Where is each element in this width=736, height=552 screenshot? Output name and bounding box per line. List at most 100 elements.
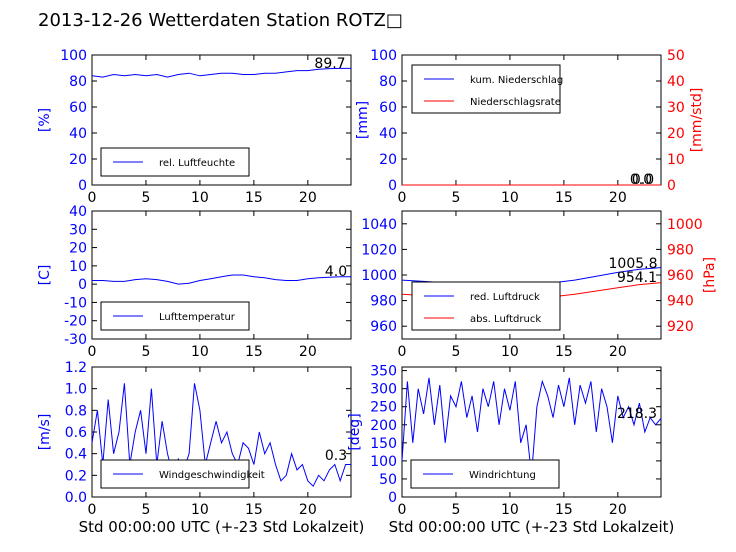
y2-tick-label: 30 [667,100,685,116]
value-annotation: 1005.8 [609,256,658,272]
y-tick-label: 0 [388,490,397,506]
y-tick-label: 250 [370,400,397,416]
y2-tick-label: 10 [667,152,685,168]
x-tick-label: 15 [245,190,263,206]
y-tick-label: -10 [64,295,87,311]
legend-entry: red. Luftdruck [470,292,540,303]
y2-tick-label: 20 [667,126,685,142]
y2-tick-label: 920 [667,319,694,335]
y-tick-label: 980 [370,294,397,310]
y2-tick-label: 0 [667,178,676,194]
legend-entry: rel. Luftfeuchte [159,158,235,169]
y-tick-label: 1040 [361,217,397,233]
y-tick-label: 80 [69,74,87,90]
y-tick-label: 40 [69,126,87,142]
series-line [91,383,351,488]
x-tick-label: 10 [501,344,519,360]
y-tick-label: 60 [379,100,397,116]
series-line [92,274,351,285]
y-tick-label: 0.0 [65,490,87,506]
y-tick-label: 20 [69,152,87,168]
panel-windspeed: 0 5 10 15 20 0.0 0.2 0.4 0.6 0.8 1.0 1.2 [m/s] Std 00… [37,360,364,536]
y-tick-label: 1020 [361,242,397,258]
y-tick-label: 150 [370,436,397,452]
y-tick-label: 30 [69,222,87,238]
y-tick-label: 80 [379,74,397,90]
y-tick-label: 0.4 [65,447,87,463]
y-tick-label: -20 [64,314,87,330]
x-tick-label: 20 [299,344,317,360]
x-tick-label: 10 [501,190,519,206]
y-tick-label: 100 [370,454,397,470]
x-tick-label: 20 [609,344,627,360]
y-tick-label: 40 [69,204,87,220]
y-axis-label: [deg] [347,413,363,450]
y2-tick-label: 960 [667,268,694,284]
x-tick-label: 5 [141,344,150,360]
y2-tick-label: 940 [667,294,694,310]
y-tick-label: 300 [370,382,397,398]
y-tick-label: 960 [370,319,397,335]
panel-pressure: 0 5 10 15 20 960 980 1000 1020 1040 920 940 960 980 10… [361,210,718,360]
y2-tick-label: 980 [667,242,694,258]
panel-humidity: 0 5 10 15 20 0 20 40 60 80 100 [%] rel. Luftfeuchte 8… [37,48,352,206]
x-tick-label: 5 [141,502,150,518]
value-annotation: 89.7 [314,56,345,72]
y-tick-label: 50 [379,472,397,488]
x-tick-label: 20 [609,502,627,518]
y-tick-label: 0.2 [65,468,87,484]
x-tick-label: 0 [88,190,97,206]
legend-entry: Windgeschwindigkeit [159,470,265,481]
y-tick-label: 1.0 [65,382,87,398]
value-annotation: 0.0 [632,172,654,188]
x-tick-label: 5 [451,344,460,360]
y-tick-label: 0.8 [65,403,87,419]
legend-box [411,64,561,114]
y-tick-label: 40 [379,126,397,142]
x-tick-label: 15 [555,190,573,206]
value-annotation: 954.1 [617,270,657,286]
x-tick-label: 5 [451,190,460,206]
x-tick-label: 5 [141,190,150,206]
x-tick-label: 15 [245,344,263,360]
legend-entry: Lufttemperatur [159,312,236,323]
y-tick-label: 20 [379,152,397,168]
x-tick-label: 0 [88,344,97,360]
value-annotation: 0.3 [325,448,347,464]
legend-box [411,281,561,331]
x-tick-label: 5 [451,502,460,518]
panel-precip: 0 5 10 15 20 0 20 40 60 80 100 0 10 20 30 40 50 [mm] [mm/s… [355,48,705,206]
y-tick-label: 1000 [361,268,397,284]
x-tick-label: 15 [245,502,263,518]
value-annotation: 0.0 [630,172,652,188]
y-tick-label: 350 [370,364,397,380]
figure-title: 2013-12-26 Wetterdaten Station ROTZ□ [38,10,403,31]
x-tick-label: 10 [191,502,209,518]
x-tick-label: 10 [191,190,209,206]
y2-axis-label: [mm/std] [689,88,705,153]
x-tick-label: 20 [299,502,317,518]
x-tick-label: 0 [398,344,407,360]
y-tick-label: 1.2 [65,360,87,376]
x-tick-label: 20 [609,190,627,206]
x-axis-label: Std 00:00:00 UTC (+-23 Std Lokalzeit) [79,518,365,536]
legend-entry: Windrichtung [469,470,536,481]
y-tick-label: 10 [69,259,87,275]
x-tick-label: 0 [398,502,407,518]
y-tick-label: 20 [69,241,87,257]
x-tick-label: 15 [555,502,573,518]
series-line [91,67,351,78]
y-tick-label: 100 [370,48,397,64]
x-axis-label: Std 00:00:00 UTC (+-23 Std Lokalzeit) [389,518,675,536]
y2-tick-label: 1000 [667,217,703,233]
y-tick-label: 0.6 [65,425,87,441]
y-tick-label: 0 [78,277,87,293]
y-tick-label: -30 [64,332,87,348]
y-axis-label: [m/s] [37,414,53,451]
y2-tick-label: 40 [667,74,685,90]
y-axis-label: [C] [37,265,53,286]
y-axis-label: [%] [37,108,53,132]
value-annotation: 4.0 [325,264,347,280]
